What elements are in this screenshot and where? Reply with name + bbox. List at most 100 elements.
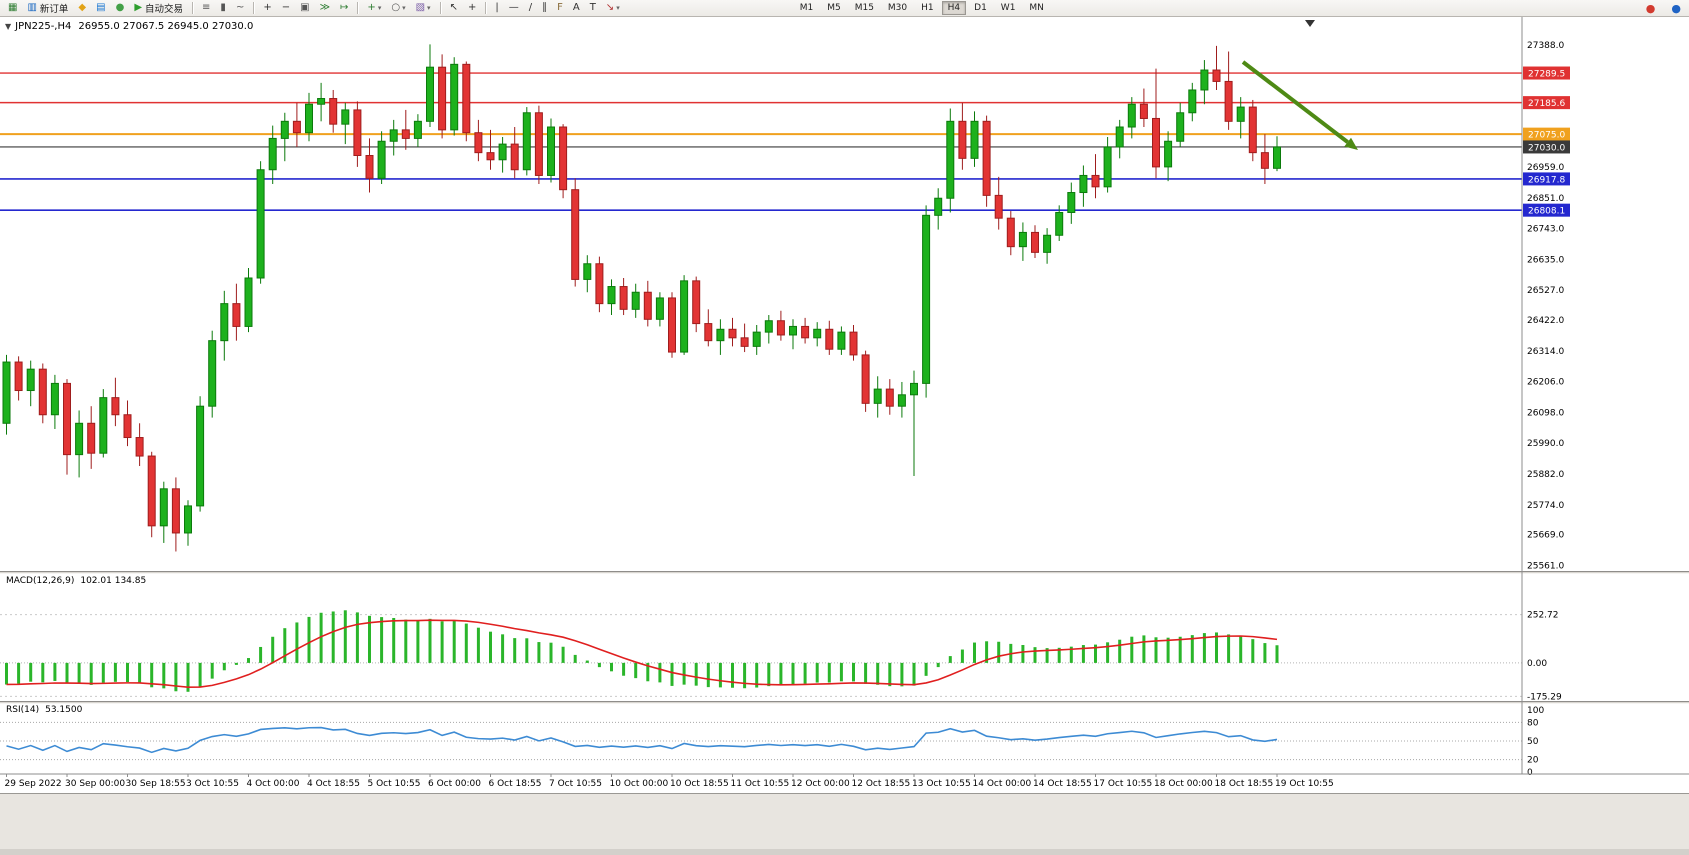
date-tick-label: 30 Sep 00:00 xyxy=(65,779,125,789)
notification-red-icon[interactable]: ● xyxy=(1645,2,1656,15)
text-icon: A xyxy=(572,2,580,13)
date-tick-label: 14 Oct 00:00 xyxy=(973,779,1032,789)
timeframe-w1-button[interactable]: W1 xyxy=(1000,3,1016,13)
market-watch-button[interactable]: ▤ xyxy=(92,0,109,17)
date-tick-label: 10 Oct 18:55 xyxy=(670,779,729,789)
candlestick-chart-button[interactable]: ▮ xyxy=(216,0,230,17)
price-tick-label: 26959.0 xyxy=(1527,163,1564,173)
tile-windows-button[interactable]: ▣ xyxy=(296,0,313,17)
auto-scroll-button[interactable]: ≫ xyxy=(316,0,334,17)
community-icon: ● xyxy=(115,2,125,13)
dropdown-arrow-icon: ▾ xyxy=(427,4,431,12)
trendline-button[interactable]: / xyxy=(525,0,536,17)
periods-button[interactable]: ○ ▾ xyxy=(387,0,409,17)
timeframe-group: M1 M5 M15 M30 H1 H4 D1 W1 MN xyxy=(793,1,1051,15)
fibonacci-button[interactable]: F xyxy=(553,0,567,17)
price-tick-label: 25561.0 xyxy=(1527,561,1564,571)
horizontal-line-button[interactable]: — xyxy=(505,0,523,17)
vertical-line-button[interactable]: | xyxy=(491,0,502,17)
new-chart-button[interactable]: ▦ xyxy=(4,0,21,17)
new-chart-icon: ▦ xyxy=(8,2,18,13)
price-tag xyxy=(1523,127,1570,141)
horizontal-line-icon: — xyxy=(508,2,519,13)
date-tick-label: 12 Oct 18:55 xyxy=(852,779,911,789)
price-tick-label: 25990.0 xyxy=(1527,439,1564,449)
date-tick-label: 7 Oct 10:55 xyxy=(549,779,602,789)
cursor-button[interactable]: ↖ xyxy=(446,0,462,17)
alerts-button[interactable]: ◆ xyxy=(74,0,90,17)
macd-signal-line xyxy=(6,619,1278,688)
zoom-in-button[interactable]: + xyxy=(259,0,275,17)
rsi-tick-label: 50 xyxy=(1527,737,1539,747)
price-tick-label: 26098.0 xyxy=(1527,408,1564,418)
rsi-tick-label: 0 xyxy=(1527,768,1533,778)
macd-tick-label: -175.29 xyxy=(1527,692,1562,702)
date-tick-label: 13 Oct 10:55 xyxy=(912,779,971,789)
dropdown-arrow-icon: ▾ xyxy=(377,4,382,12)
price-tag xyxy=(1523,203,1570,217)
price-tag-label: 27075.0 xyxy=(1528,131,1565,141)
indicators-button[interactable]: + ▾ xyxy=(363,0,385,17)
date-tick-label: 12 Oct 00:00 xyxy=(791,779,850,789)
chart-title: ▼ JPN225-,H4 26955.0 27067.5 26945.0 27030… xyxy=(5,21,253,32)
price-tag xyxy=(1523,140,1570,154)
timeframe-mn-button[interactable]: MN xyxy=(1029,3,1044,13)
rsi-line xyxy=(6,726,1278,754)
main-macd-splitter[interactable] xyxy=(0,571,1689,574)
price-tag xyxy=(1523,66,1570,80)
price-tag-label: 27289.5 xyxy=(1528,70,1565,80)
indicators-icon: + xyxy=(367,2,376,13)
rsi-panel xyxy=(0,721,1522,761)
date-tick-label: 17 Oct 10:55 xyxy=(1094,779,1153,789)
channel-button[interactable]: ∥ xyxy=(538,0,551,17)
timeframe-h1-button[interactable]: H1 xyxy=(921,3,934,13)
bar-chart-button[interactable]: ≡ xyxy=(198,0,214,17)
price-tick-label: 26422.0 xyxy=(1527,316,1564,326)
date-axis: 29 Sep 2022 30 Sep 00:00 30 Sep 18:55 3 Oct… xyxy=(0,773,1689,789)
price-tag-label: 26808.1 xyxy=(1528,207,1565,217)
notification-blue-icon[interactable]: ● xyxy=(1671,2,1681,15)
timeframe-m30-button[interactable]: M30 xyxy=(887,3,908,13)
price-tag-label: 27030.0 xyxy=(1528,143,1565,153)
fibonacci-icon: F xyxy=(557,2,563,13)
macd-rsi-splitter[interactable] xyxy=(0,701,1689,704)
hlines-layer[interactable] xyxy=(0,72,1522,211)
new-order-button[interactable]: ▥ 新订单 xyxy=(23,0,72,17)
zoom-out-button[interactable]: − xyxy=(278,0,294,17)
new-order-icon: ▥ xyxy=(27,2,37,13)
label-button[interactable]: T xyxy=(586,0,600,17)
arrows-button[interactable]: ↘ ▾ xyxy=(602,0,624,17)
date-tick-label: 6 Oct 18:55 xyxy=(489,779,542,789)
price-tick-label: 26314.0 xyxy=(1527,347,1564,357)
line-chart-icon: ~ xyxy=(235,2,245,13)
timeframe-h4-button[interactable]: H4 xyxy=(941,1,967,15)
bar-chart-icon: ≡ xyxy=(202,2,211,13)
timeframe-m5-button[interactable]: M5 xyxy=(827,3,841,13)
one-click-trading-arrow-icon[interactable]: ▼ xyxy=(5,22,12,31)
timeframe-m15-button[interactable]: M15 xyxy=(854,3,874,13)
vertical-line-icon: | xyxy=(495,2,499,13)
templates-button[interactable]: ▧ ▾ xyxy=(412,0,435,17)
price-tick-label: 27388.0 xyxy=(1527,41,1564,51)
price-tick-label: 26527.0 xyxy=(1527,286,1564,296)
crosshair-icon: + xyxy=(467,2,477,13)
line-chart-button[interactable]: ~ xyxy=(232,0,248,17)
timeframe-d1-button[interactable]: D1 xyxy=(974,3,987,13)
crosshair-button[interactable]: + xyxy=(464,0,480,17)
chart-shift-marker-icon xyxy=(1305,20,1315,27)
timeframe-m1-button[interactable]: M1 xyxy=(799,3,814,13)
chart-shift-button[interactable]: ↦ xyxy=(336,0,352,17)
chart-shift-icon: ↦ xyxy=(340,2,349,13)
rsi-name: RSI(14) xyxy=(6,705,40,715)
auto-scroll-icon: ≫ xyxy=(319,2,331,13)
periods-icon: ○ xyxy=(391,2,401,13)
text-button[interactable]: A xyxy=(569,0,584,17)
dropdown-arrow-icon: ▾ xyxy=(402,4,406,12)
community-button[interactable]: ● xyxy=(112,0,129,17)
trend-arrow-annotation[interactable] xyxy=(1241,60,1358,150)
date-tick-label: 18 Oct 00:00 xyxy=(1154,779,1213,789)
autotrading-button[interactable]: ▶ 自动交易 xyxy=(130,0,187,17)
candlestick-chart-icon: ▮ xyxy=(220,2,226,13)
